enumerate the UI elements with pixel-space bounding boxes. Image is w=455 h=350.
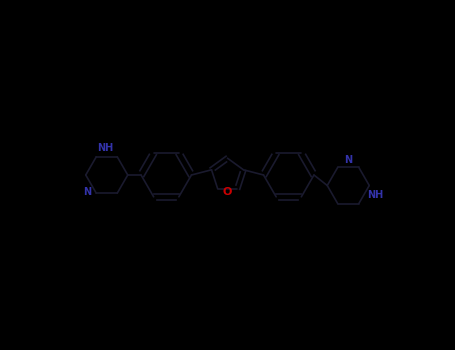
Text: O: O (223, 187, 232, 197)
Text: N: N (83, 187, 91, 197)
Text: NH: NH (97, 143, 113, 153)
Text: NH: NH (368, 190, 384, 200)
Text: N: N (344, 154, 352, 164)
